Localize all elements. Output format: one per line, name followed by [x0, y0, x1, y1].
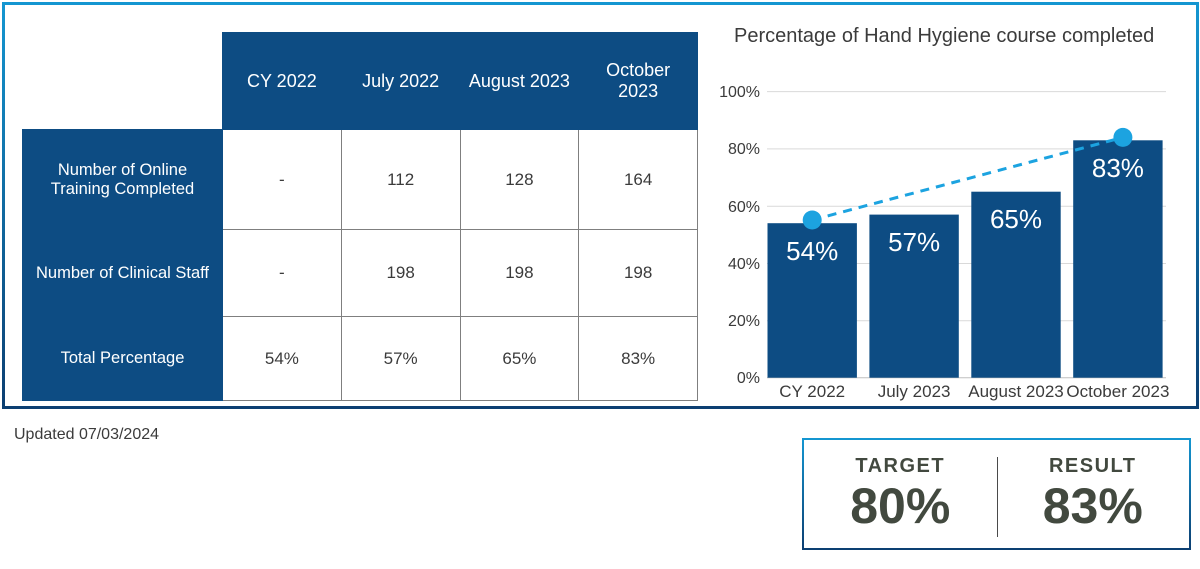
svg-text:October 2023: October 2023 — [1066, 382, 1169, 401]
svg-text:65%: 65% — [990, 204, 1042, 234]
svg-text:83%: 83% — [1092, 153, 1144, 183]
svg-text:August 2023: August 2023 — [968, 382, 1063, 401]
svg-text:100%: 100% — [720, 84, 760, 101]
svg-text:20%: 20% — [728, 313, 760, 330]
svg-text:57%: 57% — [888, 227, 940, 257]
svg-text:40%: 40% — [728, 256, 760, 273]
svg-text:July 2023: July 2023 — [878, 382, 951, 401]
svg-text:CY 2022: CY 2022 — [779, 382, 845, 401]
svg-text:60%: 60% — [728, 199, 760, 216]
svg-text:80%: 80% — [728, 141, 760, 158]
svg-text:54%: 54% — [786, 236, 838, 266]
svg-text:0%: 0% — [737, 370, 760, 387]
